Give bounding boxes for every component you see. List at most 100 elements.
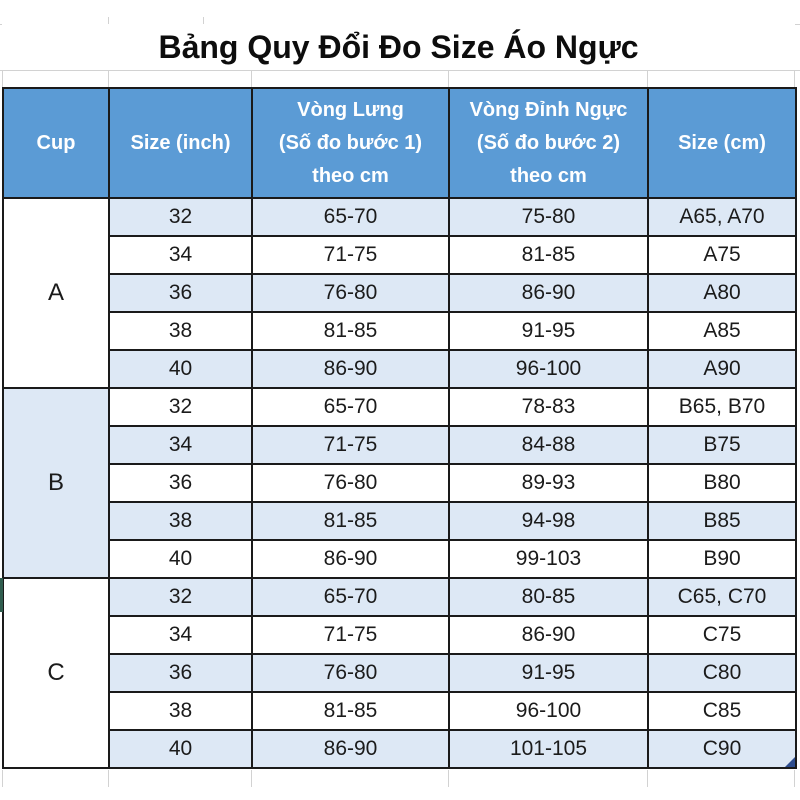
waist-cell: 81-85 [251,501,450,541]
size-cell: 32 [108,577,253,617]
size-cell: 40 [108,349,253,389]
size-cm-cell: A65, A70 [647,197,797,237]
gridline [2,70,3,87]
cup-group-b: B 32 65-70 78-83 B65, B70 34 71-75 84-88… [2,387,797,579]
table-row: 38 81-85 91-95 A85 [3,311,797,351]
gridline [794,70,795,87]
bust-cell: 101-105 [448,729,649,769]
size-cell: 34 [108,235,253,275]
header-waist-line1: Vòng Lưng [297,98,404,121]
size-cm-cell: B80 [647,463,797,503]
waist-cell: 86-90 [251,349,450,389]
size-cm-cell: A85 [647,311,797,351]
bust-cell: 96-100 [448,349,649,389]
waist-cell: 65-70 [251,387,450,427]
waist-cell: 71-75 [251,615,450,655]
size-cm-cell: C90 [647,729,797,769]
waist-cell: 81-85 [251,691,450,731]
bust-cell: 78-83 [448,387,649,427]
gridline [251,770,252,787]
size-cell: 32 [108,197,253,237]
size-cm-cell: C65, C70 [647,577,797,617]
bust-cell: 84-88 [448,425,649,465]
header-bust-line2: (Số đo bước 2) [476,131,621,154]
size-cell: 38 [108,501,253,541]
waist-cell: 71-75 [251,425,450,465]
header-cell-waist: Vòng Lưng (Số đo bước 1) theo cm [251,87,450,199]
size-cell: 36 [108,463,253,503]
table-row: 38 81-85 94-98 B85 [3,501,797,541]
waist-cell: 86-90 [251,729,450,769]
size-cm-cell: C80 [647,653,797,693]
cup-cell-b: B [2,387,110,579]
cup-group-a: A 32 65-70 75-80 A65, A70 34 71-75 81-85… [2,197,797,389]
size-cm-cell: B75 [647,425,797,465]
header-bust-line1: Vòng Đỉnh Ngực [469,98,628,121]
size-cell: 36 [108,273,253,313]
gridline [647,770,648,787]
gridline [108,770,109,787]
size-cell: 34 [108,425,253,465]
table-row: 36 76-80 89-93 B80 [3,463,797,503]
table-row: C 32 65-70 80-85 C65, C70 [2,577,797,769]
table-row: A 32 65-70 75-80 A65, A70 [2,197,797,389]
size-cm-cell: C75 [647,615,797,655]
header-cell-cup: Cup [2,87,110,199]
gridline [108,70,109,87]
bust-cell: 89-93 [448,463,649,503]
gridline [448,770,449,787]
gridline [0,70,800,71]
page-title: Bảng Quy Đổi Đo Size Áo Ngực [2,24,795,70]
table-header: Cup Size (inch) Vòng Lưng (Số đo bước 1)… [2,87,797,199]
gridline [647,70,648,87]
gridline [2,770,3,787]
size-cm-cell: C85 [647,691,797,731]
size-cell: 40 [108,729,253,769]
size-cell: 34 [108,615,253,655]
table-row: 36 76-80 86-90 A80 [3,273,797,313]
selection-corner-icon [785,757,795,767]
table-row: 40 86-90 96-100 A90 [3,349,797,389]
size-cm-cell: A80 [647,273,797,313]
table-row: 36 76-80 91-95 C80 [3,653,797,693]
table-row: 40 86-90 101-105 C90 [3,729,797,769]
header-waist-line3: theo cm [312,164,389,187]
cup-group-c: C 32 65-70 80-85 C65, C70 34 71-75 86-90… [2,577,797,769]
header-bust-line3: theo cm [510,164,587,187]
gridline [251,70,252,87]
size-cell: 38 [108,311,253,351]
gridline [794,770,795,787]
table-row: 34 71-75 84-88 B75 [3,425,797,465]
waist-cell: 86-90 [251,539,450,579]
table-row: B 32 65-70 78-83 B65, B70 [2,387,797,579]
bust-cell: 94-98 [448,501,649,541]
size-cm-cell: B85 [647,501,797,541]
bust-cell: 86-90 [448,615,649,655]
waist-cell: 76-80 [251,273,450,313]
header-cell-bust: Vòng Đỉnh Ngực (Số đo bước 2) theo cm [448,87,649,199]
header-waist-line2: (Số đo bước 1) [278,131,423,154]
size-cell: 40 [108,539,253,579]
green-row-marker [0,578,3,612]
gridline [108,17,109,24]
table-row: 38 81-85 96-100 C85 [3,691,797,731]
bust-cell: 91-95 [448,653,649,693]
cup-cell-a: A [2,197,110,389]
size-conversion-table: Cup Size (inch) Vòng Lưng (Số đo bước 1)… [2,87,797,769]
bust-cell: 91-95 [448,311,649,351]
header-row: Cup Size (inch) Vòng Lưng (Số đo bước 1)… [2,87,797,199]
bust-cell: 99-103 [448,539,649,579]
bust-cell: 86-90 [448,273,649,313]
size-cm-cell: B65, B70 [647,387,797,427]
table-row: 34 71-75 81-85 A75 [3,235,797,275]
waist-cell: 71-75 [251,235,450,275]
waist-cell: 76-80 [251,653,450,693]
waist-cell: 65-70 [251,197,450,237]
size-cell: 38 [108,691,253,731]
waist-cell: 81-85 [251,311,450,351]
bust-cell: 96-100 [448,691,649,731]
header-cell-size-inch: Size (inch) [108,87,253,199]
size-cell: 32 [108,387,253,427]
bust-cell: 81-85 [448,235,649,275]
